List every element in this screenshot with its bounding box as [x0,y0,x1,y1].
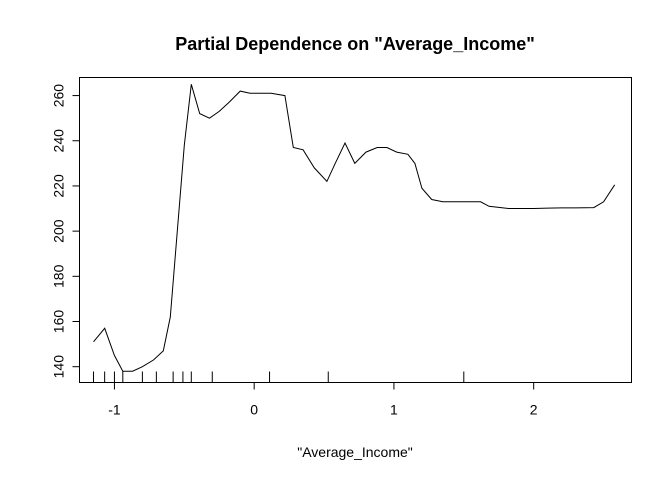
y-tick-label: 140 [51,355,67,379]
y-tick-label: 220 [51,174,67,198]
y-tick-label: 240 [51,129,67,153]
x-tick-label: 1 [390,402,398,418]
y-tick-label: 260 [51,84,67,108]
y-tick-label: 200 [51,219,67,243]
rug-marks [92,371,465,383]
chart-title: Partial Dependence on "Average_Income" [175,34,535,54]
y-tick-label: 180 [51,264,67,288]
x-tick-label: -1 [108,402,121,418]
x-axis-label: "Average_Income" [297,444,413,460]
x-axis: -1 0 1 2 [108,382,538,418]
y-tick-label: 160 [51,310,67,334]
x-tick-label: 0 [250,402,258,418]
series-layer [93,84,616,372]
partial-dependence-line [93,84,616,372]
x-tick-label: 2 [530,402,538,418]
plot-box [79,77,632,383]
y-axis: 140 160 180 200 220 240 260 [51,84,80,379]
